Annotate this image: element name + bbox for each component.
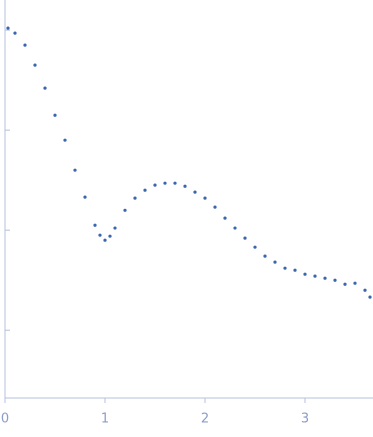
point [363, 288, 367, 292]
point [303, 272, 307, 276]
point [103, 238, 107, 242]
x-tick-label: 2 [201, 412, 209, 427]
point [53, 113, 57, 117]
point [203, 196, 207, 200]
point [163, 181, 167, 185]
point [283, 266, 287, 270]
point [33, 63, 37, 67]
point [223, 216, 227, 220]
point [153, 183, 157, 187]
point [193, 190, 197, 194]
point [333, 278, 337, 282]
point [353, 281, 357, 285]
x-tick-label: 3 [301, 412, 309, 427]
point [6, 26, 10, 30]
point [83, 195, 87, 199]
point [313, 274, 317, 278]
point [253, 245, 257, 249]
point [243, 236, 247, 240]
point [273, 260, 277, 264]
point [263, 254, 267, 258]
point [173, 181, 177, 185]
point [43, 86, 47, 90]
point [63, 138, 67, 142]
point [343, 282, 347, 286]
x-tick-label: 0 [1, 412, 9, 427]
point [368, 295, 372, 299]
point [23, 43, 27, 47]
point [213, 205, 217, 209]
point [233, 226, 237, 230]
point [143, 188, 147, 192]
point [323, 276, 327, 280]
point [13, 31, 17, 35]
point [108, 234, 112, 238]
point [113, 226, 117, 230]
point [73, 168, 77, 172]
point [93, 223, 97, 227]
point [133, 196, 137, 200]
point [98, 233, 102, 237]
point [183, 184, 187, 188]
point [123, 208, 127, 212]
x-tick-label: 1 [101, 412, 109, 427]
point [293, 268, 297, 272]
